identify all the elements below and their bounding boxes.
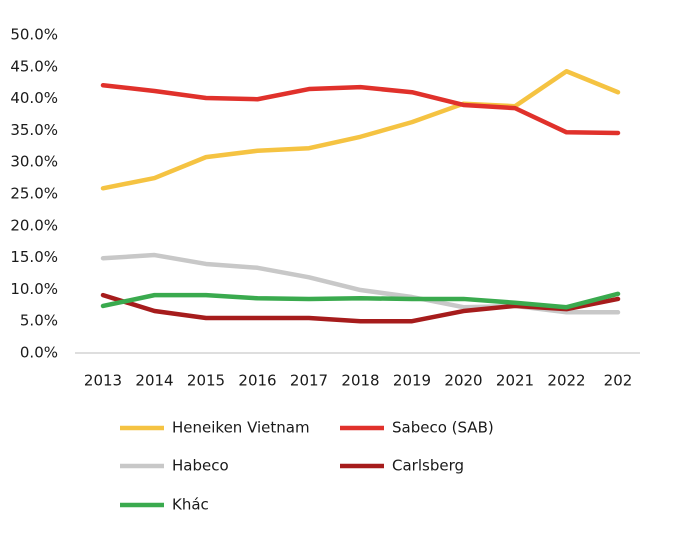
y-tick-label: 40.0%: [10, 89, 58, 107]
legend-label: Sabeco (SAB): [392, 419, 494, 437]
x-tick-label: 2013: [84, 372, 122, 390]
x-tick-label: 2015: [187, 372, 225, 390]
y-tick-label: 45.0%: [10, 57, 58, 75]
y-tick-label: 30.0%: [10, 153, 58, 171]
x-tick-label: 2014: [135, 372, 173, 390]
x-tick-label: 2020: [444, 372, 482, 390]
legend-label: Khác: [172, 496, 209, 514]
series-line: [100, 292, 621, 324]
y-tick-label: 35.0%: [10, 121, 58, 139]
x-tick-label: 2018: [341, 372, 379, 390]
x-tick-label: 2017: [290, 372, 328, 390]
series-line: [100, 82, 621, 136]
y-tick-label: 5.0%: [20, 312, 58, 330]
x-tick-label: 2022: [547, 372, 585, 390]
x-tick-label: 202: [604, 372, 633, 390]
x-tick-label: 2016: [238, 372, 276, 390]
y-tick-label: 20.0%: [10, 216, 58, 234]
y-tick-label: 25.0%: [10, 185, 58, 203]
legend-label: Habeco: [172, 457, 229, 475]
series-line: [100, 291, 621, 310]
legend-label: Carlsberg: [392, 457, 464, 475]
x-tick-label: 2019: [393, 372, 431, 390]
y-tick-label: 0.0%: [20, 344, 58, 362]
y-tick-label: 10.0%: [10, 280, 58, 298]
x-tick-label: 2021: [496, 372, 534, 390]
y-tick-label: 50.0%: [10, 26, 58, 44]
y-tick-label: 15.0%: [10, 248, 58, 266]
series-line: [100, 69, 621, 191]
legend-label: Heneiken Vietnam: [172, 419, 310, 437]
